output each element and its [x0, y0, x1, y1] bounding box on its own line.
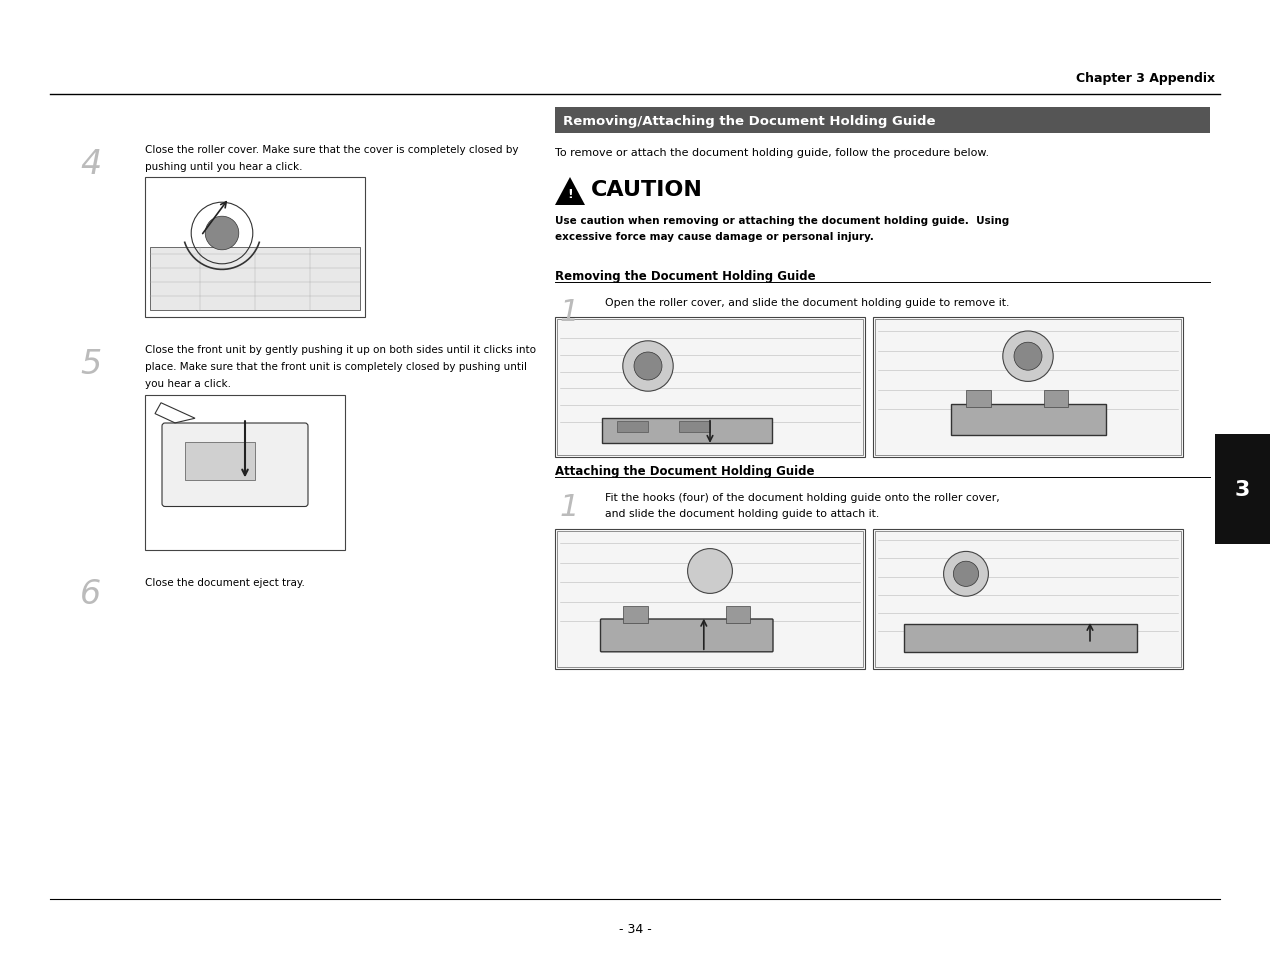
Text: To remove or attach the document holding guide, follow the procedure below.: To remove or attach the document holding…: [555, 148, 989, 158]
Text: !: !: [568, 189, 573, 201]
Bar: [145, 395, 345, 551]
Text: 1: 1: [560, 297, 579, 327]
Circle shape: [687, 549, 733, 594]
Polygon shape: [555, 178, 585, 206]
Circle shape: [206, 217, 239, 251]
Bar: [150, 248, 359, 311]
Text: Open the roller cover, and slide the document holding guide to remove it.: Open the roller cover, and slide the doc…: [605, 297, 1010, 308]
Text: Close the document eject tray.: Close the document eject tray.: [145, 578, 305, 587]
Text: Chapter 3 Appendix: Chapter 3 Appendix: [1076, 71, 1215, 85]
Bar: [555, 530, 865, 669]
Bar: [555, 317, 865, 457]
Bar: [872, 530, 1182, 669]
Bar: [875, 532, 1181, 667]
Text: Removing/Attaching the Document Holding Guide: Removing/Attaching the Document Holding …: [563, 114, 936, 128]
Text: Attaching the Document Holding Guide: Attaching the Document Holding Guide: [555, 464, 814, 477]
Bar: [1215, 435, 1270, 544]
FancyBboxPatch shape: [601, 619, 773, 652]
FancyBboxPatch shape: [163, 423, 309, 507]
Text: place. Make sure that the front unit is completely closed by pushing until: place. Make sure that the front unit is …: [145, 361, 527, 372]
Circle shape: [622, 341, 673, 392]
Text: Removing the Document Holding Guide: Removing the Document Holding Guide: [555, 270, 815, 283]
Text: Close the front unit by gently pushing it up on both sides until it clicks into: Close the front unit by gently pushing i…: [145, 345, 536, 355]
Bar: [602, 418, 772, 443]
Text: - 34 -: - 34 -: [618, 923, 652, 936]
Circle shape: [954, 561, 979, 587]
Bar: [555, 108, 1210, 133]
Circle shape: [944, 552, 988, 597]
Text: Close the roller cover. Make sure that the cover is completely closed by: Close the roller cover. Make sure that t…: [145, 145, 518, 154]
Text: 6: 6: [80, 578, 102, 610]
Bar: [145, 178, 364, 317]
Text: Use caution when removing or attaching the document holding guide.  Using: Use caution when removing or attaching t…: [555, 215, 1010, 226]
Bar: [1044, 391, 1068, 407]
Bar: [725, 606, 751, 623]
Bar: [185, 442, 255, 480]
Text: pushing until you hear a click.: pushing until you hear a click.: [145, 162, 302, 172]
Bar: [950, 404, 1105, 436]
Bar: [679, 421, 710, 433]
Bar: [904, 624, 1137, 653]
Text: CAUTION: CAUTION: [591, 180, 702, 200]
Circle shape: [1013, 343, 1041, 371]
Text: 5: 5: [80, 348, 102, 380]
Text: 1: 1: [560, 493, 579, 521]
Circle shape: [1003, 332, 1053, 382]
Circle shape: [634, 353, 662, 380]
Bar: [624, 606, 648, 623]
Text: 3: 3: [1234, 479, 1250, 499]
Bar: [558, 319, 864, 456]
Bar: [966, 391, 991, 407]
Bar: [875, 319, 1181, 456]
Bar: [617, 421, 648, 433]
Text: excessive force may cause damage or personal injury.: excessive force may cause damage or pers…: [555, 232, 874, 242]
Text: you hear a click.: you hear a click.: [145, 378, 231, 389]
Text: and slide the document holding guide to attach it.: and slide the document holding guide to …: [605, 509, 879, 518]
Text: Fit the hooks (four) of the document holding guide onto the roller cover,: Fit the hooks (four) of the document hol…: [605, 493, 999, 502]
Text: 4: 4: [80, 148, 102, 181]
Bar: [872, 317, 1182, 457]
Bar: [558, 532, 864, 667]
